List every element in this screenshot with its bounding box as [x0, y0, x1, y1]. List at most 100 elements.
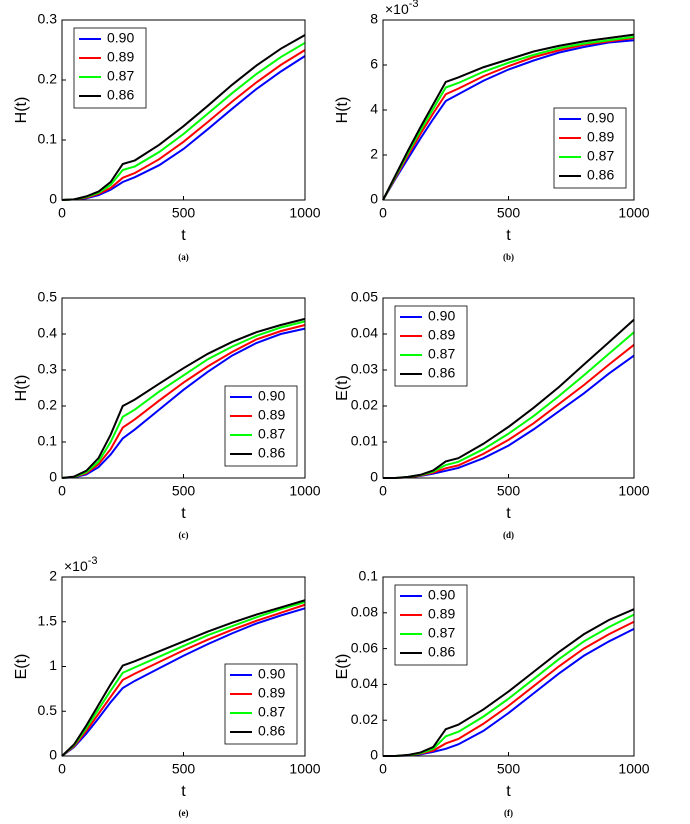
caption: (e): [179, 808, 189, 818]
y-tick-label: 2: [370, 146, 378, 162]
legend-label: 0.89: [428, 606, 455, 622]
y-tick-label: 0.03: [351, 361, 378, 377]
y-tick-label: 0.04: [351, 325, 378, 341]
y-tick-label: 0.08: [351, 604, 378, 620]
x-tick-label: 500: [497, 205, 521, 221]
y-tick-label: 0.2: [38, 71, 58, 87]
y-tick-label: 8: [370, 11, 378, 27]
legend-label: 0.86: [258, 445, 285, 461]
y-tick-label: 0: [49, 469, 57, 485]
legend-label: 0.86: [428, 365, 455, 381]
legend-label: 0.87: [428, 625, 455, 641]
y-tick-label: 0.4: [38, 325, 58, 341]
y-tick-label: 2: [49, 568, 57, 584]
axes-box: [382, 19, 635, 201]
y-axis-label: E(t): [13, 654, 30, 680]
series-line: [61, 317, 306, 479]
legend-label: 0.87: [107, 68, 134, 84]
caption: (f): [504, 808, 513, 818]
series-line: [61, 34, 306, 201]
multiplier-exponent: -3: [88, 555, 98, 567]
x-tick-label: 1000: [618, 761, 649, 777]
y-tick-label: 0.1: [38, 131, 58, 147]
legend-label: 0.87: [258, 704, 285, 720]
series-line: [61, 601, 306, 757]
legend-label: 0.89: [258, 685, 285, 701]
y-tick-label: 0.5: [38, 702, 58, 718]
y-axis-label: E(t): [334, 375, 351, 401]
series-line: [61, 320, 306, 479]
y-tick-label: 1.5: [38, 612, 58, 628]
legend-label: 0.87: [428, 346, 455, 362]
legend-label: 0.90: [258, 666, 285, 682]
y-tick-label: 0.2: [38, 397, 58, 413]
x-axis-label: t: [181, 227, 186, 244]
legend-box: [224, 663, 298, 745]
y-tick-label: 0.04: [351, 675, 378, 691]
x-tick-label: 500: [172, 761, 196, 777]
legend-label: 0.87: [587, 148, 614, 164]
legend-box: [394, 584, 468, 666]
legend-label: 0.90: [587, 110, 614, 126]
legend-label: 0.89: [428, 327, 455, 343]
x-tick-label: 1000: [289, 761, 320, 777]
caption: (a): [178, 252, 189, 262]
y-tick-label: 0.02: [351, 711, 378, 727]
y-tick-label: 0.3: [38, 11, 58, 27]
x-tick-label: 0: [58, 483, 66, 499]
y-tick-label: 0: [370, 469, 378, 485]
y-tick-label: 0.02: [351, 397, 378, 413]
axis-multiplier: ×10-3: [64, 555, 98, 574]
legend-box: [224, 385, 298, 467]
legend-label: 0.89: [587, 129, 614, 145]
x-axis-label: t: [506, 783, 511, 800]
y-tick-label: 6: [370, 56, 378, 72]
legend-box: [394, 305, 468, 387]
x-tick-label: 1000: [289, 205, 320, 221]
series-line: [61, 327, 306, 479]
x-tick-label: 0: [379, 483, 387, 499]
y-tick-label: 4: [370, 101, 378, 117]
x-tick-label: 0: [379, 761, 387, 777]
multiplier-base: ×10: [385, 1, 409, 17]
legend-box: [73, 27, 147, 109]
legend-label: 0.86: [258, 723, 285, 739]
y-tick-label: 0.01: [351, 433, 378, 449]
multiplier-exponent: -3: [409, 0, 419, 10]
series-line: [61, 607, 306, 757]
series-line: [61, 324, 306, 479]
y-tick-label: 0.05: [351, 289, 378, 305]
legend-label: 0.90: [428, 308, 455, 324]
legend-label: 0.86: [587, 167, 614, 183]
x-tick-label: 0: [58, 761, 66, 777]
y-axis-label: H(t): [13, 97, 30, 124]
legend-box: [553, 107, 627, 189]
axes-box: [61, 297, 306, 479]
x-tick-label: 500: [497, 761, 521, 777]
x-axis-label: t: [181, 783, 186, 800]
series-line: [382, 39, 635, 201]
legend-label: 0.90: [107, 30, 134, 46]
series-line: [382, 37, 635, 201]
legend-label: 0.90: [258, 388, 285, 404]
legend-label: 0.86: [107, 87, 134, 103]
series-line: [61, 599, 306, 757]
series-line: [382, 33, 635, 201]
y-tick-label: 0.3: [38, 361, 58, 377]
caption: (d): [503, 530, 514, 540]
y-tick-label: 0.1: [38, 433, 58, 449]
x-axis-label: t: [181, 505, 186, 522]
y-tick-label: 0: [49, 747, 57, 763]
caption: (c): [179, 530, 189, 540]
legend-label: 0.86: [428, 644, 455, 660]
x-tick-label: 0: [58, 205, 66, 221]
y-tick-label: 0: [370, 191, 378, 207]
y-tick-label: 0: [49, 191, 57, 207]
y-tick-label: 0.1: [359, 568, 379, 584]
legend-label: 0.89: [258, 407, 285, 423]
multiplier-base: ×10: [64, 558, 88, 574]
y-tick-label: 0: [370, 747, 378, 763]
y-axis-label: H(t): [13, 375, 30, 402]
